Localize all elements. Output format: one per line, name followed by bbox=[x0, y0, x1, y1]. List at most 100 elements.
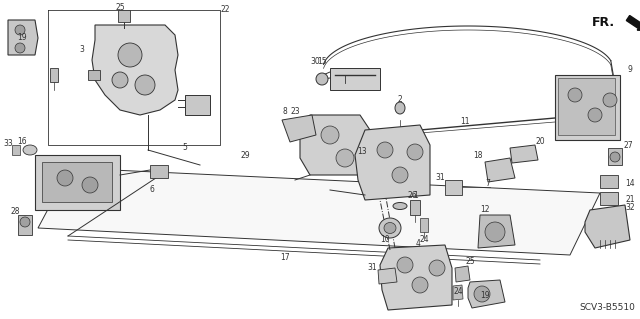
Text: 32: 32 bbox=[625, 204, 635, 212]
Text: 9: 9 bbox=[628, 65, 632, 75]
Text: 11: 11 bbox=[460, 117, 470, 127]
Circle shape bbox=[588, 108, 602, 122]
Polygon shape bbox=[355, 125, 430, 200]
Polygon shape bbox=[510, 145, 538, 163]
Text: 19: 19 bbox=[480, 292, 490, 300]
Circle shape bbox=[336, 149, 354, 167]
Polygon shape bbox=[92, 25, 178, 115]
Text: 28: 28 bbox=[10, 207, 20, 217]
Polygon shape bbox=[185, 95, 210, 115]
Polygon shape bbox=[88, 70, 100, 80]
Circle shape bbox=[82, 177, 98, 193]
Text: 33: 33 bbox=[3, 138, 13, 147]
Text: FR.: FR. bbox=[592, 16, 615, 28]
Text: 31: 31 bbox=[367, 263, 377, 272]
Circle shape bbox=[474, 286, 490, 302]
Polygon shape bbox=[410, 200, 420, 215]
Polygon shape bbox=[50, 68, 58, 82]
Ellipse shape bbox=[384, 222, 396, 234]
Polygon shape bbox=[455, 266, 470, 282]
Circle shape bbox=[407, 144, 423, 160]
Polygon shape bbox=[420, 218, 428, 232]
Circle shape bbox=[377, 142, 393, 158]
Text: 1: 1 bbox=[413, 191, 419, 201]
Polygon shape bbox=[468, 280, 505, 308]
Polygon shape bbox=[585, 205, 630, 248]
Polygon shape bbox=[282, 115, 316, 142]
Ellipse shape bbox=[393, 203, 407, 210]
Text: 20: 20 bbox=[535, 137, 545, 146]
Text: 17: 17 bbox=[280, 254, 290, 263]
Text: 29: 29 bbox=[240, 151, 250, 160]
Text: 3: 3 bbox=[79, 46, 84, 55]
Polygon shape bbox=[608, 148, 622, 165]
Text: 10: 10 bbox=[380, 235, 390, 244]
Text: 19: 19 bbox=[17, 33, 27, 42]
Circle shape bbox=[118, 43, 142, 67]
Text: 27: 27 bbox=[623, 140, 633, 150]
Polygon shape bbox=[118, 10, 130, 22]
Text: 5: 5 bbox=[182, 144, 188, 152]
Text: 4: 4 bbox=[415, 239, 420, 248]
Polygon shape bbox=[12, 145, 20, 155]
Text: 26: 26 bbox=[407, 191, 417, 201]
Circle shape bbox=[135, 75, 155, 95]
Text: 25: 25 bbox=[115, 4, 125, 12]
Circle shape bbox=[20, 217, 30, 227]
Text: 30: 30 bbox=[310, 57, 320, 66]
Text: 31: 31 bbox=[435, 174, 445, 182]
Polygon shape bbox=[485, 158, 515, 182]
Circle shape bbox=[321, 126, 339, 144]
Polygon shape bbox=[18, 215, 32, 235]
Polygon shape bbox=[42, 162, 112, 202]
Ellipse shape bbox=[23, 145, 37, 155]
Polygon shape bbox=[600, 192, 618, 205]
Text: 22: 22 bbox=[220, 5, 230, 14]
Polygon shape bbox=[380, 245, 452, 310]
Text: 24: 24 bbox=[419, 235, 429, 244]
Polygon shape bbox=[453, 285, 463, 300]
Polygon shape bbox=[555, 75, 620, 140]
Ellipse shape bbox=[316, 73, 328, 85]
Circle shape bbox=[568, 88, 582, 102]
Polygon shape bbox=[8, 20, 38, 55]
Circle shape bbox=[392, 167, 408, 183]
Circle shape bbox=[15, 43, 25, 53]
Text: 15: 15 bbox=[317, 57, 327, 66]
Polygon shape bbox=[378, 268, 397, 284]
Text: 13: 13 bbox=[357, 147, 367, 157]
Text: 16: 16 bbox=[17, 137, 27, 146]
Polygon shape bbox=[445, 180, 462, 195]
Ellipse shape bbox=[395, 102, 405, 114]
Ellipse shape bbox=[379, 218, 401, 238]
Circle shape bbox=[603, 93, 617, 107]
Text: SCV3-B5510: SCV3-B5510 bbox=[579, 303, 635, 313]
Circle shape bbox=[610, 152, 620, 162]
Circle shape bbox=[57, 170, 73, 186]
Text: 2: 2 bbox=[397, 95, 403, 105]
Polygon shape bbox=[600, 175, 618, 188]
Circle shape bbox=[412, 277, 428, 293]
Polygon shape bbox=[558, 78, 615, 135]
Text: 7: 7 bbox=[486, 179, 490, 188]
FancyArrow shape bbox=[627, 16, 640, 30]
Text: 23: 23 bbox=[290, 108, 300, 116]
Text: 12: 12 bbox=[480, 205, 490, 214]
Circle shape bbox=[15, 25, 25, 35]
Circle shape bbox=[397, 257, 413, 273]
Polygon shape bbox=[478, 215, 515, 248]
Circle shape bbox=[429, 260, 445, 276]
Circle shape bbox=[112, 72, 128, 88]
Text: 14: 14 bbox=[625, 179, 635, 188]
Text: 18: 18 bbox=[473, 151, 483, 160]
Text: 21: 21 bbox=[625, 196, 635, 204]
Text: 6: 6 bbox=[150, 186, 154, 195]
Polygon shape bbox=[330, 68, 380, 90]
Circle shape bbox=[485, 222, 505, 242]
Text: 24: 24 bbox=[453, 287, 463, 296]
Polygon shape bbox=[35, 155, 120, 210]
Text: 8: 8 bbox=[283, 108, 287, 116]
Text: 25: 25 bbox=[465, 257, 475, 266]
Polygon shape bbox=[38, 168, 600, 255]
Polygon shape bbox=[300, 115, 370, 175]
